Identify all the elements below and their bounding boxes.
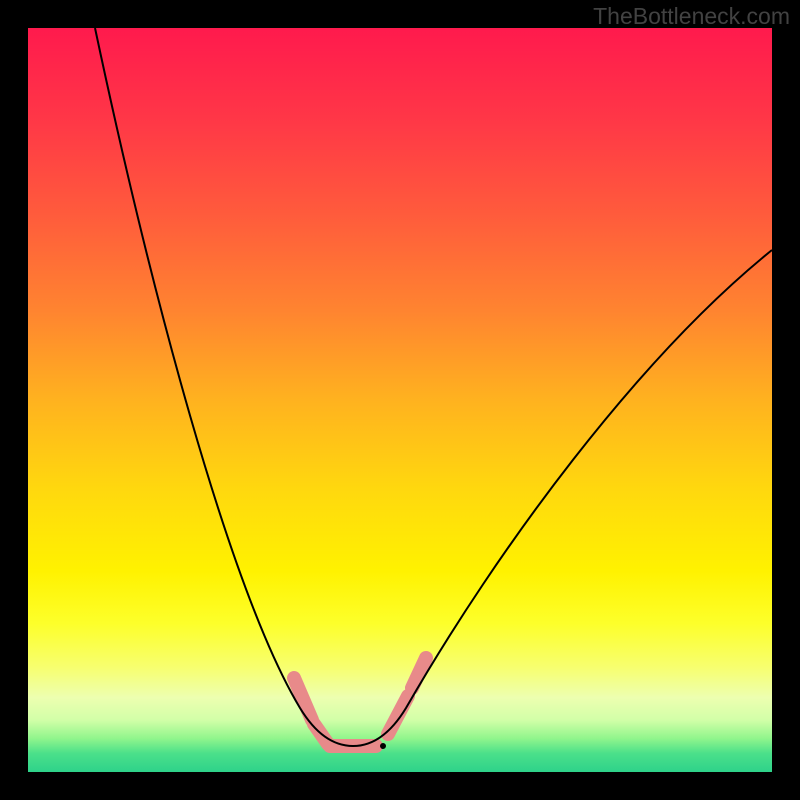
- minimum-point-dot: [380, 743, 386, 749]
- curve-layer: [28, 28, 772, 772]
- optimal-zone-marker: [294, 658, 426, 746]
- chart-frame: TheBottleneck.com: [0, 0, 800, 800]
- optimal-zone-segment: [412, 658, 426, 688]
- plot-area: [28, 28, 772, 772]
- bottleneck-curve: [95, 28, 772, 746]
- watermark-text: TheBottleneck.com: [593, 3, 790, 30]
